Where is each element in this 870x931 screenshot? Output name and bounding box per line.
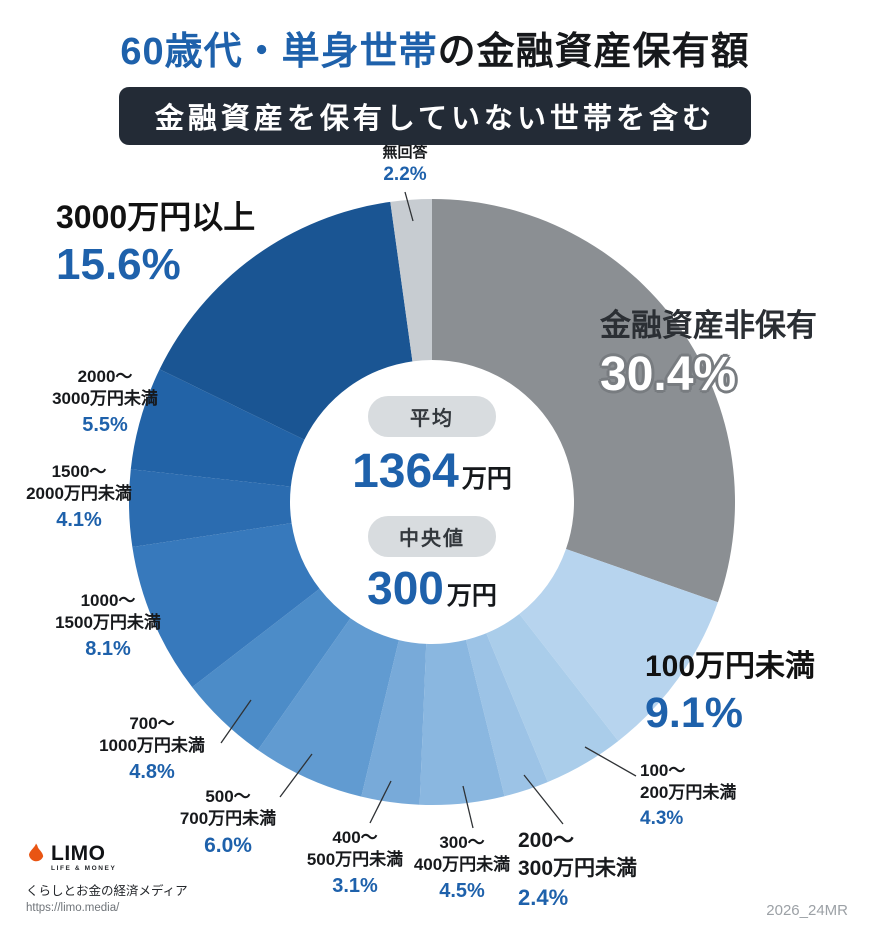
segment-value: 8.1% — [85, 637, 131, 660]
segment-r700_1000 — [192, 588, 351, 751]
segment-value: 30.4% — [600, 348, 737, 401]
segment-value: 9.1% — [645, 689, 744, 737]
segment-label: 700〜 1000万円未満 — [99, 714, 205, 756]
callout-300-400: 300〜 400万円未満 4.5% — [397, 832, 527, 903]
callout-700-1000: 700〜 1000万円未満 4.8% — [87, 713, 217, 784]
segment-value: 3.1% — [332, 874, 378, 897]
segment-value: 4.1% — [56, 508, 102, 531]
segment-label: 200〜 300万円未満 — [518, 829, 638, 880]
leader-line-100-200 — [584, 746, 637, 777]
footer-url: https://limo.media/ — [26, 902, 120, 914]
segment-label: 500〜 700万円未満 — [179, 787, 277, 829]
segment-label: 金融資産非保有 — [600, 308, 817, 343]
segment-label: 400〜 500万円未満 — [306, 828, 404, 870]
segment-value: 5.5% — [82, 413, 128, 436]
limo-logo: LIMO LIFE & MONEY — [26, 843, 188, 873]
callout-under-100: 100万円未満 9.1% — [645, 641, 815, 738]
callout-1500-2000: 1500〜 2000万円未満 4.1% — [14, 461, 144, 532]
segment-r100_200 — [486, 613, 619, 782]
title-highlight: 60歳代・単身世帯 — [120, 31, 438, 73]
segment-value: 4.5% — [439, 879, 485, 902]
callout-200-300: 200〜 300万円未満 2.4% — [518, 827, 678, 911]
median-value: 300 万円 — [282, 561, 582, 615]
segment-r500_700 — [257, 618, 399, 797]
title-rest: の金融資産保有額 — [437, 31, 750, 73]
flame-icon — [26, 843, 46, 873]
average-badge: 平均 — [368, 396, 496, 437]
leader-line-300-400 — [462, 785, 474, 829]
segment-r300_400 — [419, 639, 505, 806]
average-value: 1364 万円 — [282, 444, 582, 499]
segment-no_answer — [390, 199, 432, 362]
segment-r200_300 — [465, 633, 548, 797]
callout-500-700: 500〜 700万円未満 6.0% — [163, 786, 293, 858]
segment-under100 — [519, 549, 718, 741]
segment-value: 2.2% — [383, 163, 427, 185]
segment-none — [432, 199, 735, 603]
leader-line-no-answer — [404, 191, 414, 222]
segment-value: 6.0% — [204, 833, 252, 857]
segment-r1500_2000 — [129, 469, 292, 548]
callout-400-500: 400〜 500万円未満 3.1% — [290, 827, 420, 898]
footer-brand: LIMO LIFE & MONEY くらしとお金の経済メディア https://… — [26, 843, 188, 914]
average-unit: 万円 — [461, 465, 512, 493]
leader-line-200-300 — [523, 774, 564, 825]
donut-segments — [129, 199, 735, 806]
callout-1000-1500: 1000〜 1500万円未満 8.1% — [44, 590, 172, 661]
donut-center: 平均 1364 万円 中央値 300 万円 — [282, 396, 582, 615]
segment-label: 3000万円以上 — [56, 199, 256, 235]
logo-subtext: LIFE & MONEY — [51, 865, 117, 873]
segment-r1000_1500 — [132, 523, 320, 688]
segment-r400_500 — [361, 640, 427, 805]
callout-no-answer: 無回答 2.2% — [353, 143, 457, 186]
segment-value: 15.6% — [56, 240, 181, 289]
segment-r2000_3000 — [130, 369, 305, 487]
segment-value: 4.3% — [640, 807, 684, 829]
segment-label: 2000〜 3000万円未満 — [52, 367, 158, 409]
segment-label: 無回答 — [382, 144, 428, 161]
leader-line-400-500 — [369, 780, 392, 824]
segment-label: 100〜 200万円未満 — [640, 761, 737, 803]
footer-tagline: くらしとお金の経済メディア — [26, 884, 188, 898]
median-unit: 万円 — [446, 582, 497, 610]
segment-value: 2.4% — [518, 885, 569, 911]
callout-no-assets: 金融資産非保有 30.4% — [600, 300, 817, 402]
leader-line-700-1000 — [220, 699, 252, 744]
logo-text: LIMO — [51, 842, 106, 866]
segment-label: 1500〜 2000万円未満 — [26, 462, 132, 504]
median-badge: 中央値 — [368, 516, 496, 557]
segment-label: 1000〜 1500万円未満 — [55, 591, 161, 633]
median-number: 300 — [367, 562, 444, 614]
page-title: 60歳代・単身世帯の金融資産保有額 — [0, 20, 870, 75]
segment-over3000 — [159, 201, 413, 440]
leader-line-500-700 — [279, 753, 313, 798]
header: 60歳代・単身世帯の金融資産保有額 金融資産を保有していない世帯を含む — [0, 0, 870, 145]
segment-label: 100万円未満 — [645, 650, 816, 683]
segment-label: 300〜 400万円未満 — [413, 833, 511, 875]
reference-code: 2026_24MR — [766, 902, 848, 919]
callout-over-3000: 3000万円以上 15.6% — [56, 192, 255, 290]
average-number: 1364 — [352, 445, 459, 498]
callout-2000-3000: 2000〜 3000万円未満 5.5% — [40, 366, 170, 437]
segment-value: 4.8% — [129, 760, 175, 783]
subtitle-badge: 金融資産を保有していない世帯を含む — [118, 87, 752, 145]
callout-100-200: 100〜 200万円未満 4.3% — [640, 760, 790, 830]
